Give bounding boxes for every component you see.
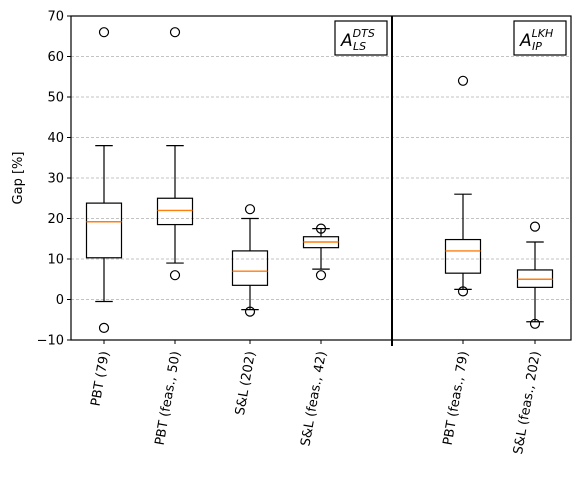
outlier-point bbox=[169, 27, 181, 38]
box-layer bbox=[85, 27, 554, 333]
box-pbt-feas-79- bbox=[444, 75, 482, 297]
outlier-point bbox=[244, 306, 256, 317]
iqr-box bbox=[444, 238, 482, 274]
outlier-point bbox=[98, 322, 110, 333]
outlier-point bbox=[529, 318, 541, 329]
x-tick-label: S&L (202) bbox=[233, 350, 259, 416]
outlier-point bbox=[457, 75, 469, 86]
box-s-l-feas-42- bbox=[302, 223, 340, 281]
y-tick-label: −10 bbox=[37, 334, 64, 349]
outlier-point bbox=[98, 27, 110, 38]
x-tick-label: S&L (feas., 202) bbox=[511, 350, 544, 455]
x-tick-label: S&L (feas., 42) bbox=[298, 350, 329, 447]
y-axis-label: Gap [%] bbox=[11, 152, 26, 205]
badge-subscript: LS bbox=[353, 40, 366, 53]
axes-frame bbox=[70, 15, 572, 346]
panel-badge-label: ADTS LS bbox=[340, 27, 375, 53]
x-tick-label: PBT (feas., 50) bbox=[153, 350, 184, 446]
box-pbt-feas-50- bbox=[156, 27, 194, 281]
outlier-point bbox=[529, 221, 541, 232]
y-tick-label: 70 bbox=[47, 10, 64, 25]
box-s-l-feas-202- bbox=[516, 221, 554, 329]
y-tick-label: 10 bbox=[47, 253, 64, 268]
outlier-point bbox=[315, 223, 327, 234]
y-tick-label: 0 bbox=[56, 293, 64, 308]
panel-badge: ADTS LS bbox=[334, 20, 388, 56]
panel-badge-box bbox=[513, 20, 567, 56]
panel-badge-box bbox=[334, 20, 388, 56]
badge-base: A bbox=[340, 31, 353, 51]
panel-badge-label: ALKH IP bbox=[519, 27, 553, 53]
panel-badge: ALKH IP bbox=[513, 20, 567, 56]
iqr-box bbox=[85, 202, 123, 259]
outlier-point bbox=[315, 270, 327, 281]
outlier-point bbox=[244, 204, 256, 215]
y-tick-label: 40 bbox=[47, 131, 64, 146]
y-tick-label: 30 bbox=[47, 172, 64, 187]
x-tick-label: PBT (feas., 79) bbox=[441, 350, 472, 446]
box-pbt-79- bbox=[85, 27, 123, 333]
badge-subscript: IP bbox=[532, 40, 542, 53]
tick-layer: −10 0 10 20 30 40 50 60 70 PBT (79) PBT (feas., 50… bbox=[37, 10, 544, 456]
iqr-box bbox=[231, 250, 269, 286]
badge-superscript: LKH bbox=[532, 27, 554, 40]
panel-labels: ADTS LS ALKH IP bbox=[334, 20, 567, 56]
outlier-point bbox=[457, 286, 469, 297]
box-s-l-202- bbox=[231, 204, 269, 317]
iqr-box bbox=[156, 197, 194, 226]
badge-base: A bbox=[519, 31, 532, 51]
y-tick-label: 50 bbox=[47, 91, 64, 106]
outlier-point bbox=[169, 270, 181, 281]
y-tick-label: 20 bbox=[47, 212, 64, 227]
x-tick-label: PBT (79) bbox=[89, 350, 113, 407]
badge-superscript: DTS bbox=[353, 27, 375, 40]
y-tick-label: 60 bbox=[47, 50, 64, 65]
